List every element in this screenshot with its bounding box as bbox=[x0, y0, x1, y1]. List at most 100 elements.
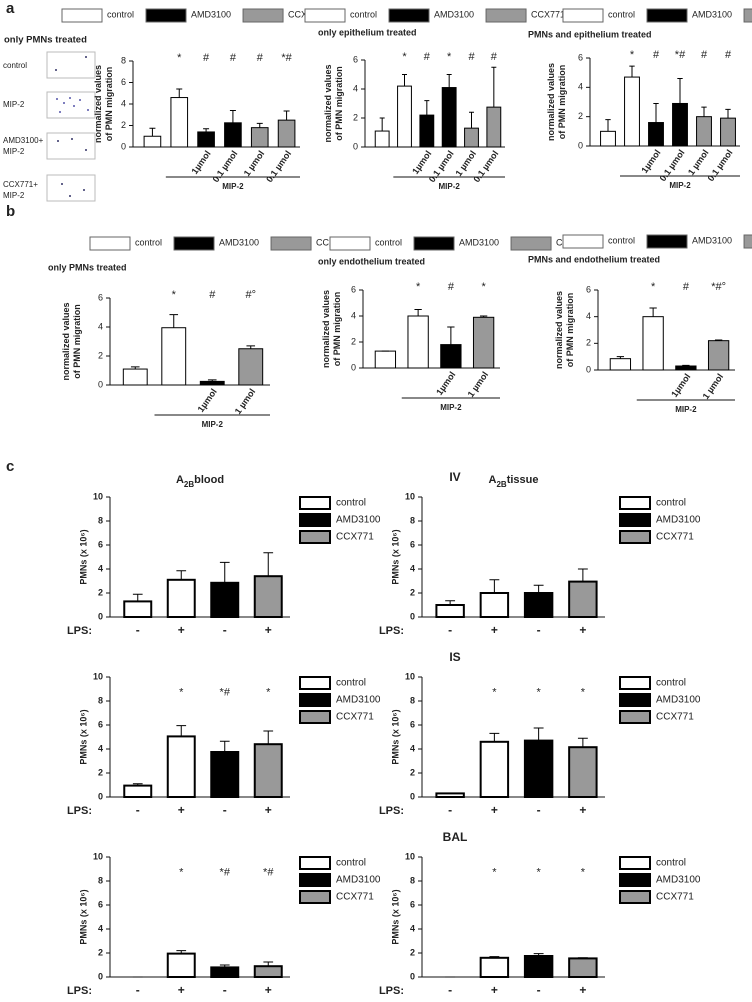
x-tick-label: 1 µmol bbox=[686, 148, 711, 177]
y-tick-label: 10 bbox=[405, 491, 415, 501]
y-axis-label: of PMN migration bbox=[334, 66, 344, 141]
error-bar bbox=[489, 732, 500, 742]
row-label: BAL bbox=[443, 830, 468, 844]
bar bbox=[419, 114, 435, 148]
y-tick-label: 2 bbox=[353, 112, 358, 122]
bar bbox=[441, 87, 457, 148]
annotation: # bbox=[424, 51, 431, 63]
bar bbox=[170, 97, 189, 148]
y-tick-label: 8 bbox=[98, 695, 103, 705]
bar bbox=[440, 344, 462, 369]
annotation: # bbox=[725, 49, 732, 61]
y-tick-label: 6 bbox=[98, 292, 103, 302]
error-bar bbox=[701, 106, 707, 117]
annotation: # bbox=[257, 52, 264, 64]
cell bbox=[69, 195, 71, 197]
legend-label: AMD3100 bbox=[692, 9, 732, 19]
x-tick-label: - bbox=[537, 623, 541, 637]
error-bar bbox=[263, 730, 274, 745]
bar bbox=[568, 957, 598, 979]
legend-label: AMD3100 bbox=[692, 235, 732, 245]
error-bar bbox=[176, 570, 187, 580]
cell bbox=[61, 183, 63, 185]
cell bbox=[59, 111, 61, 113]
bar bbox=[696, 116, 712, 147]
annotation: # bbox=[209, 289, 216, 301]
annotation: * bbox=[536, 867, 541, 879]
annotation: * bbox=[492, 687, 497, 699]
x-tick-label: 1 µmol bbox=[242, 149, 267, 178]
y-axis-label: PMNs (x 10⁶) bbox=[390, 529, 400, 584]
x-tick-label: 1µmol bbox=[189, 149, 212, 176]
y-axis-label: of PMN migration bbox=[557, 65, 567, 140]
chart-title: only PMNs treated bbox=[48, 262, 127, 272]
legend-label: CCX771 bbox=[531, 9, 565, 19]
x-tick-label: - bbox=[448, 623, 452, 637]
legend-swatch bbox=[619, 890, 651, 904]
error-bar bbox=[256, 122, 263, 128]
annotation: # bbox=[468, 51, 475, 63]
x-tick-label: - bbox=[136, 623, 140, 637]
chart-title: A2Btissue bbox=[489, 474, 539, 489]
y-tick-label: 2 bbox=[98, 587, 103, 597]
error-bar bbox=[489, 579, 500, 593]
error-bar bbox=[132, 783, 143, 786]
x-tick-label: 0.1 µmol bbox=[211, 149, 240, 184]
cell bbox=[85, 56, 87, 58]
x-tick-label: + bbox=[491, 803, 498, 817]
legend-label: AMD3100 bbox=[336, 695, 381, 706]
y-tick-label: 8 bbox=[98, 515, 103, 525]
x-tick-label: 1µmol bbox=[639, 148, 662, 175]
error-bar bbox=[379, 117, 385, 132]
y-axis-label: PMNs (x 10⁶) bbox=[390, 889, 400, 944]
legend-swatch bbox=[299, 676, 331, 690]
error-bar bbox=[489, 956, 500, 958]
legend-swatch bbox=[304, 8, 346, 23]
group-label: MIP-2 bbox=[438, 182, 460, 191]
y-tick-label: 6 bbox=[578, 52, 583, 62]
y-tick-label: 0 bbox=[353, 141, 358, 151]
y-tick-label: 8 bbox=[121, 55, 126, 65]
error-bar bbox=[219, 740, 230, 752]
y-tick-label: 6 bbox=[351, 284, 356, 294]
cell bbox=[85, 149, 87, 151]
cell bbox=[71, 138, 73, 140]
legend-swatch bbox=[299, 496, 331, 510]
thumbnail-label: control bbox=[3, 61, 27, 70]
chart-title: only endothelium treated bbox=[318, 256, 425, 266]
annotation: # bbox=[448, 281, 455, 293]
bar bbox=[210, 751, 240, 798]
chart-title-part: tissue bbox=[507, 474, 539, 486]
annotation: *# bbox=[220, 867, 231, 879]
error-bar bbox=[424, 100, 430, 116]
error-bar bbox=[577, 737, 588, 748]
bar bbox=[122, 368, 148, 386]
chart-title: only epithelium treated bbox=[318, 27, 417, 37]
bar bbox=[407, 315, 429, 369]
legend-label: CCX771 bbox=[656, 532, 694, 543]
error-bar bbox=[653, 102, 659, 123]
annotation: *#° bbox=[711, 281, 726, 293]
y-tick-label: 0 bbox=[410, 971, 415, 981]
y-tick-label: 4 bbox=[586, 311, 591, 321]
y-tick-label: 0 bbox=[98, 971, 103, 981]
error-bar bbox=[402, 74, 407, 87]
panel-label: a bbox=[6, 0, 15, 17]
bar bbox=[472, 316, 495, 369]
legend-swatch bbox=[619, 496, 651, 510]
y-tick-label: 2 bbox=[578, 111, 583, 121]
y-tick-label: 2 bbox=[98, 947, 103, 957]
legend-swatch bbox=[242, 8, 284, 23]
error-bar bbox=[714, 339, 723, 341]
x-tick-label: + bbox=[579, 803, 586, 817]
legend-label: control bbox=[608, 9, 635, 19]
bar bbox=[210, 966, 240, 979]
annotation: # bbox=[230, 52, 237, 64]
thumbnail-label: MIP-2 bbox=[3, 191, 25, 200]
legend-swatch bbox=[299, 873, 331, 887]
legend-swatch bbox=[89, 236, 131, 251]
bar bbox=[224, 122, 242, 148]
annotation: * bbox=[179, 867, 184, 879]
y-tick-label: 0 bbox=[98, 791, 103, 801]
